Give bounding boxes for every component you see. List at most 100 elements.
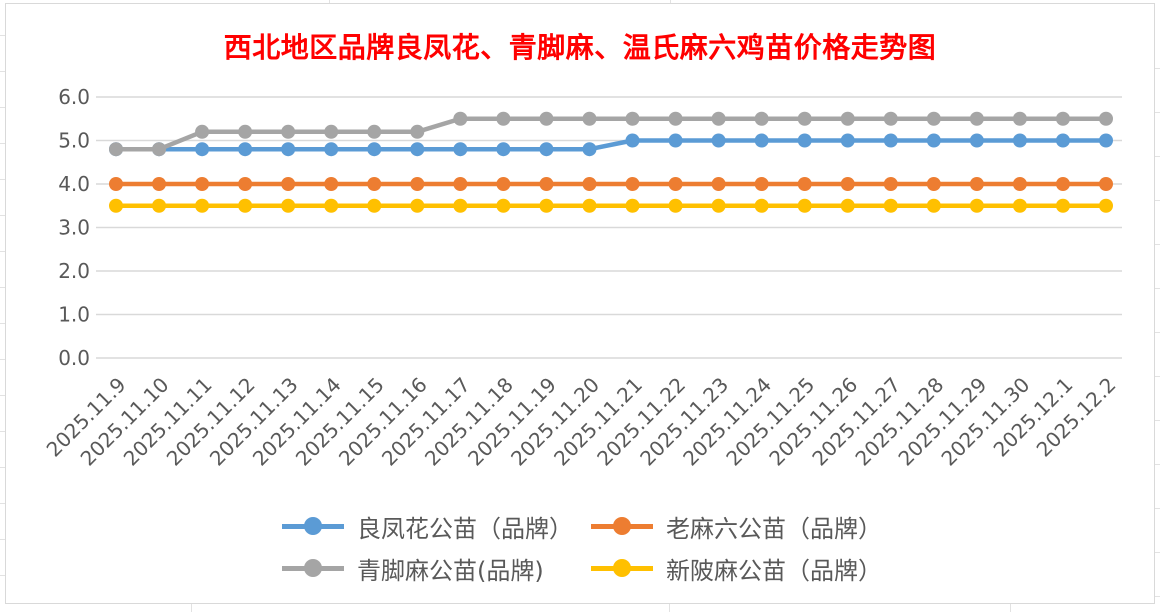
data-point [195, 177, 210, 191]
data-point [453, 198, 468, 213]
spreadsheet-gridline [670, 0, 671, 3]
spreadsheet-sliver-top [0, 0, 1160, 3]
data-point [238, 177, 253, 191]
legend-label: 老麻六公苗（品牌） [666, 514, 882, 543]
data-point [711, 198, 726, 213]
chart-container[interactable]: 西北地区品牌良凤花、青脚麻、温氏麻六鸡苗价格走势图 6.0 5.0 4.0 3.0 2.… [5, 3, 1155, 604]
data-point [238, 124, 253, 139]
data-point [1012, 133, 1027, 148]
data-point [367, 177, 382, 191]
data-point [410, 198, 425, 213]
series-1 [109, 177, 1113, 191]
data-point [496, 177, 511, 191]
data-point [367, 124, 382, 139]
data-point [711, 111, 726, 126]
data-point [539, 142, 554, 157]
data-point [410, 142, 425, 157]
data-point [797, 198, 812, 213]
data-point [883, 177, 898, 191]
data-point [496, 198, 511, 213]
data-point [797, 111, 812, 126]
data-point [754, 133, 769, 148]
series-2 [109, 111, 1113, 157]
y-gridlines [96, 96, 1122, 359]
data-point [797, 177, 812, 191]
data-point [238, 142, 253, 157]
data-point [711, 177, 726, 191]
y-tick-label: 1.0 [58, 303, 90, 327]
data-point [410, 124, 425, 139]
data-point [625, 133, 640, 148]
data-point [324, 142, 339, 157]
data-point [324, 198, 339, 213]
y-axis-labels: 6.0 5.0 4.0 3.0 2.0 1.0 0.0 [58, 85, 90, 370]
spreadsheet-sliver-bottom [0, 604, 1160, 612]
data-point [1055, 198, 1070, 213]
data-point [668, 198, 683, 213]
y-tick-label: 5.0 [58, 129, 90, 153]
data-point [711, 133, 726, 148]
data-point [582, 142, 597, 157]
data-point [754, 177, 769, 191]
data-point [324, 124, 339, 139]
data-point [969, 177, 984, 191]
series-0-line [113, 138, 1109, 152]
data-point [926, 111, 941, 126]
data-point [883, 198, 898, 213]
data-point [883, 133, 898, 148]
data-point [840, 177, 855, 191]
spreadsheet-sliver-left [0, 0, 5, 612]
data-point [195, 142, 210, 157]
data-point [367, 142, 382, 157]
data-point [539, 177, 554, 191]
data-point [453, 142, 468, 157]
legend-line-marker-icon [591, 517, 653, 535]
y-tick-label: 4.0 [58, 172, 90, 196]
data-point [1012, 177, 1027, 191]
data-point [625, 111, 640, 126]
legend-label: 新陂麻公苗（品牌） [666, 556, 882, 585]
data-point [109, 198, 123, 213]
data-point [195, 124, 210, 139]
legend-line-marker-icon [282, 517, 344, 535]
legend-item-1[interactable]: 老麻六公苗（品牌） [591, 511, 882, 543]
y-tick-label: 6.0 [58, 85, 90, 109]
data-point [883, 111, 898, 126]
data-point [1099, 177, 1113, 191]
y-tick-label: 2.0 [58, 259, 90, 283]
data-point [109, 142, 123, 157]
legend-dot-icon [304, 559, 322, 577]
chart-title: 西北地区品牌良凤花、青脚麻、温氏麻六鸡苗价格走势图 [223, 31, 937, 64]
data-point [668, 111, 683, 126]
data-point [281, 142, 296, 157]
data-point [410, 177, 425, 191]
data-point [797, 133, 812, 148]
data-point [539, 198, 554, 213]
data-point [668, 133, 683, 148]
data-point [1055, 111, 1070, 126]
data-point [969, 198, 984, 213]
legend-item-2[interactable]: 青脚麻公苗(品牌) [282, 553, 544, 585]
data-point [195, 198, 210, 213]
data-point [754, 111, 769, 126]
legend-dot-icon [304, 517, 322, 535]
data-point [238, 198, 253, 213]
spreadsheet-sliver-right [1154, 0, 1160, 612]
legend-item-0[interactable]: 良凤花公苗（品牌） [282, 511, 573, 543]
data-point [840, 111, 855, 126]
data-point [625, 198, 640, 213]
series-3 [109, 198, 1113, 213]
legend-item-3[interactable]: 新陂麻公苗（品牌） [591, 553, 882, 585]
data-point [281, 124, 296, 139]
data-point [969, 133, 984, 148]
data-point [926, 133, 941, 148]
data-point [496, 142, 511, 157]
data-point [926, 177, 941, 191]
data-point [1099, 111, 1113, 126]
data-point [840, 133, 855, 148]
data-point [582, 198, 597, 213]
y-tick-label: 3.0 [58, 216, 90, 240]
data-point [754, 198, 769, 213]
data-point [324, 177, 339, 191]
